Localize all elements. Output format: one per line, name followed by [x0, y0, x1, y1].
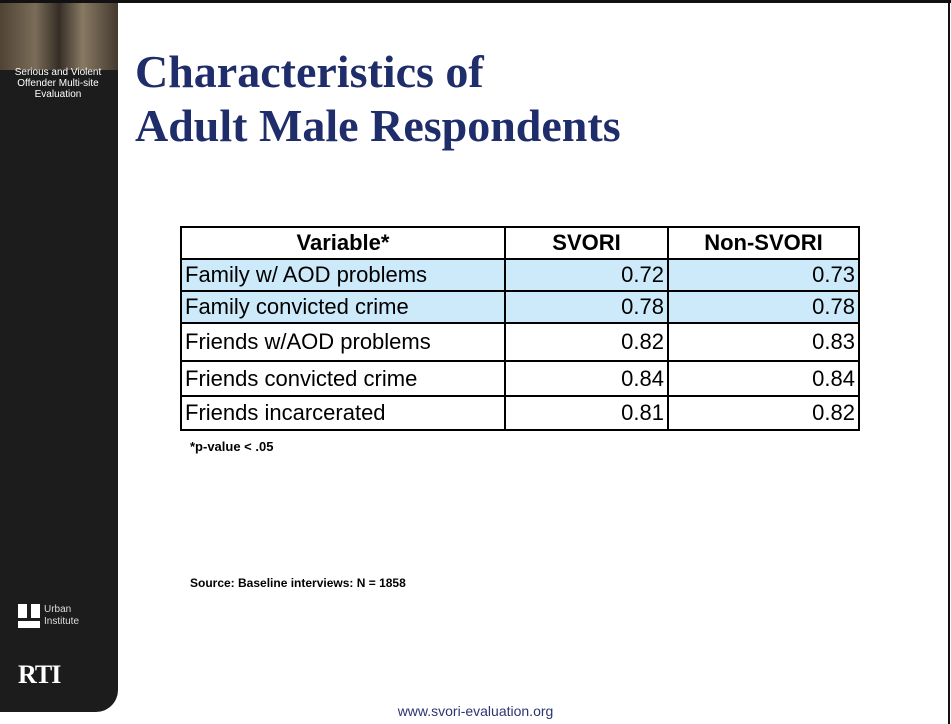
rti-logo: RTI	[18, 660, 60, 690]
table-value: 0.83	[668, 323, 859, 361]
table-value: 0.78	[505, 291, 668, 323]
url: www.svori-evaluation.org	[0, 703, 951, 719]
column-header: Variable*	[181, 227, 505, 259]
table-value: 0.84	[668, 361, 859, 396]
source: Source: Baseline interviews: N = 1858	[190, 576, 406, 590]
row-label: Friends incarcerated	[181, 396, 505, 430]
table-value: 0.73	[668, 259, 859, 291]
table-value: 0.82	[505, 323, 668, 361]
row-label: Friends convicted crime	[181, 361, 505, 396]
table-value: 0.84	[505, 361, 668, 396]
table-value: 0.78	[668, 291, 859, 323]
table-value: 0.81	[505, 396, 668, 430]
logo-icon	[18, 604, 40, 628]
row-label: Friends w/AOD problems	[181, 323, 505, 361]
column-header: Non-SVORI	[668, 227, 859, 259]
table-value: 0.82	[668, 396, 859, 430]
border	[0, 0, 951, 3]
footnote: *p-value < .05	[190, 439, 273, 454]
row-label: Family w/ AOD problems	[181, 259, 505, 291]
table-value: 0.72	[505, 259, 668, 291]
project-name: Serious and Violent Offender Multi-site …	[4, 67, 112, 100]
row-label: Family convicted crime	[181, 291, 505, 323]
urban-logo: Urban Institute	[18, 604, 108, 628]
logo-text: Urban Institute	[44, 604, 88, 628]
title-line: Characteristics of	[135, 45, 621, 99]
photo	[0, 0, 118, 70]
column-header: SVORI	[505, 227, 668, 259]
title: Characteristics of Adult Male Respondent…	[135, 45, 621, 153]
border	[948, 0, 950, 724]
slide: Serious and Violent Offender Multi-site …	[0, 0, 951, 724]
title-line: Adult Male Respondents	[135, 99, 621, 153]
